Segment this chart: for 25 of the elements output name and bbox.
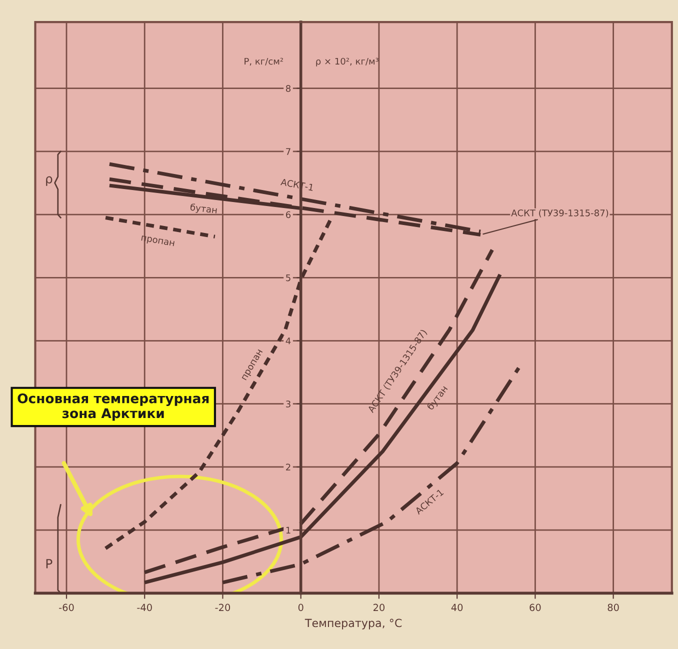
text: бутан [190, 203, 218, 216]
x-tick-label: 40 [451, 604, 463, 612]
y-tick-label: 7 [286, 148, 290, 155]
x-tick-label: 60 [530, 604, 541, 612]
x-tick-label: 20 [373, 604, 385, 612]
y-tick-label: 6 [286, 211, 291, 218]
y-tick-label: 1 [286, 526, 290, 534]
x-tick-label: -60 [59, 604, 74, 612]
y-tick-label: 8 [286, 85, 291, 92]
annotation: ρ [46, 176, 52, 186]
x-axis-title: Температура, °С [304, 618, 402, 630]
y-tick-label: 3 [286, 400, 290, 408]
x-tick-label: 80 [608, 604, 619, 612]
y-tick-label: 2 [286, 464, 290, 470]
annotation: P [46, 559, 52, 568]
x-tick-label: -40 [137, 604, 152, 612]
text: пропан [140, 236, 174, 248]
annotation: P, кг/см² [244, 58, 283, 66]
annotation: ρ × 10², кг/м³ [316, 58, 378, 66]
x-tick-label: 0 [298, 604, 304, 612]
y-tick-label: 4 [286, 338, 291, 344]
annotation: Основная температурная зона Арктики [18, 393, 209, 421]
x-tick-label: -20 [215, 604, 230, 612]
text: АСКТ (ТУ39-1315-87) [511, 209, 608, 218]
y-tick-label: 5 [286, 274, 290, 282]
